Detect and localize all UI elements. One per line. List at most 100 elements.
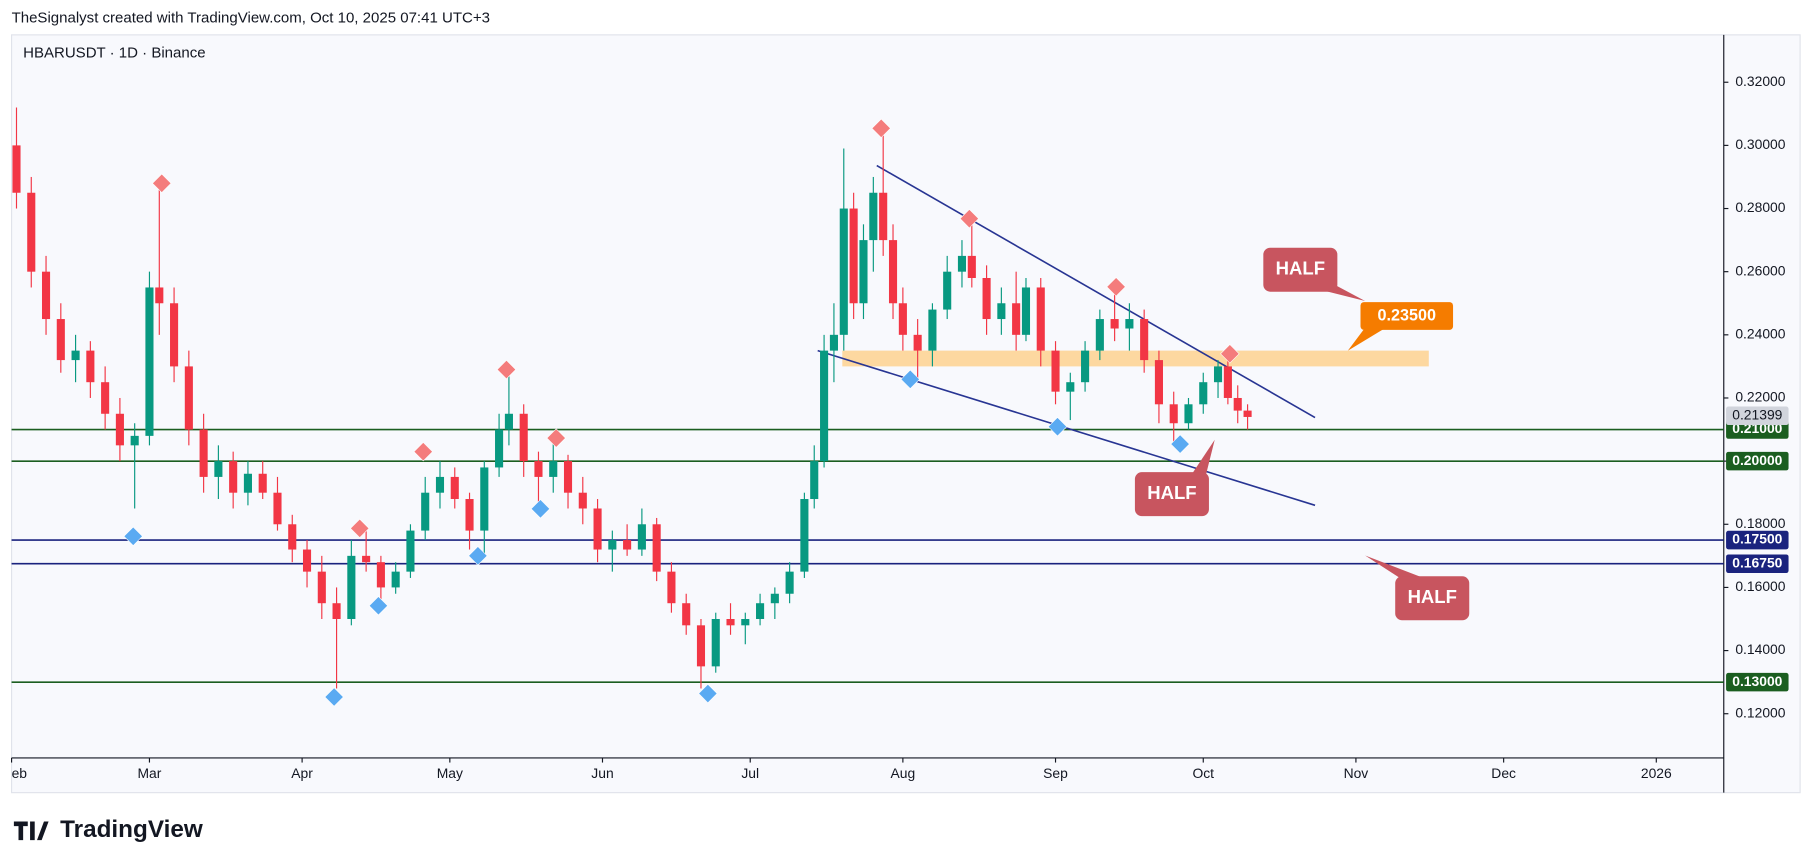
y-tick-label: 0.24000	[1735, 326, 1785, 342]
candle-body	[563, 461, 573, 493]
header: TheSignalyst created with TradingView.co…	[12, 10, 490, 27]
candle-body	[879, 192, 888, 241]
candle-body	[41, 271, 51, 320]
candle-body	[519, 413, 528, 462]
target-callout: 0.23500	[1347, 302, 1454, 351]
candle-body	[362, 555, 371, 563]
candle-body	[593, 508, 602, 550]
x-tick-label: eb	[12, 765, 28, 781]
swing-high-marker	[1106, 277, 1126, 297]
candle-body	[214, 461, 223, 477]
candle-body	[637, 524, 646, 550]
level-price-label: 0.16750	[1732, 554, 1782, 570]
candle-body	[652, 524, 661, 572]
x-tick-label: 2026	[1641, 765, 1672, 781]
candle-body	[741, 619, 750, 626]
candle-body	[770, 593, 779, 604]
candle-body	[435, 476, 445, 493]
swing-low-marker	[530, 499, 551, 519]
level-price-label: 0.17500	[1732, 531, 1782, 547]
candle-body	[820, 350, 829, 462]
callout-label: HALF	[1276, 258, 1325, 279]
swing-low-marker	[123, 526, 143, 546]
candle-body	[898, 303, 907, 335]
level-price-tag	[1726, 530, 1789, 550]
candle-body	[928, 309, 937, 351]
swing-low-marker	[1047, 417, 1068, 437]
callout-label: HALF	[1147, 482, 1196, 503]
brand-name: TradingView	[60, 816, 203, 843]
x-tick-label: Jul	[741, 765, 759, 781]
swing-high-marker	[546, 428, 566, 448]
candle-body	[1110, 319, 1119, 329]
candle-body	[785, 571, 794, 594]
candle-body	[115, 413, 124, 446]
candle-body	[711, 619, 720, 667]
last-price-label: 0.21399	[1732, 406, 1782, 422]
x-tick-label: Oct	[1192, 765, 1214, 781]
swing-high-marker	[959, 208, 980, 229]
candle-body	[450, 476, 459, 500]
target-label: 0.23500	[1378, 306, 1437, 324]
candle-body	[101, 382, 110, 414]
candle-body	[391, 571, 400, 588]
candle-body	[997, 303, 1006, 320]
candle-body	[810, 461, 819, 500]
swing-high-marker	[152, 173, 172, 193]
candle-body	[943, 271, 952, 310]
candle-body	[1154, 360, 1163, 405]
candle-body	[839, 208, 848, 335]
candle-body	[967, 255, 976, 278]
candle-body	[1081, 350, 1090, 383]
y-tick-label: 0.16000	[1735, 578, 1785, 594]
candle-body	[726, 619, 735, 626]
candle-body	[1223, 366, 1232, 398]
x-tick-label: May	[437, 765, 463, 781]
candle-body	[1095, 319, 1104, 351]
x-tick-label: Apr	[291, 765, 313, 781]
candle-body	[199, 429, 208, 477]
y-tick-label: 0.32000	[1735, 73, 1785, 89]
candle-body	[155, 287, 164, 304]
y-tick-label: 0.12000	[1735, 704, 1785, 720]
candle-body	[1012, 303, 1021, 335]
candle-body	[376, 562, 385, 588]
swing-low-marker	[368, 596, 389, 616]
brand-icon	[13, 821, 49, 841]
plot-area: 0.12000 0.14000 0.16000 0.18000 0.20000 0.220…	[10, 73, 1789, 781]
candle-body	[27, 192, 36, 272]
level-price-tag	[1726, 554, 1789, 574]
candle-body	[869, 192, 878, 241]
y-tick-label: 0.28000	[1735, 199, 1785, 215]
candle-body	[1213, 366, 1223, 383]
y-tick-label: 0.30000	[1735, 136, 1785, 152]
candle-body	[145, 287, 154, 436]
candle-body	[1066, 382, 1075, 392]
swing-high-marker	[350, 518, 370, 539]
candle-body	[184, 366, 193, 430]
swing-high-marker	[1220, 344, 1240, 364]
candle-body	[1199, 382, 1208, 405]
candle-body	[696, 625, 706, 667]
candle-body	[12, 145, 21, 193]
half-callout: HALF	[1134, 439, 1215, 517]
x-tick-label: Jun	[591, 765, 613, 781]
x-tick-label: Nov	[1344, 765, 1369, 781]
callout-pointer	[1365, 555, 1426, 581]
candle-body	[347, 555, 356, 620]
x-tick-label: Mar	[137, 765, 161, 781]
callout-pointer	[1191, 439, 1215, 477]
candle-body	[608, 540, 617, 550]
candle-body	[302, 549, 312, 572]
candle-body	[913, 334, 922, 351]
candle-body	[504, 413, 513, 430]
candle-body	[243, 473, 252, 493]
candle-body	[888, 240, 898, 304]
candle-body	[859, 240, 868, 304]
candle-body	[578, 492, 587, 509]
candle-body	[1021, 287, 1031, 335]
candle-body	[623, 540, 632, 550]
target-box	[1360, 302, 1454, 330]
